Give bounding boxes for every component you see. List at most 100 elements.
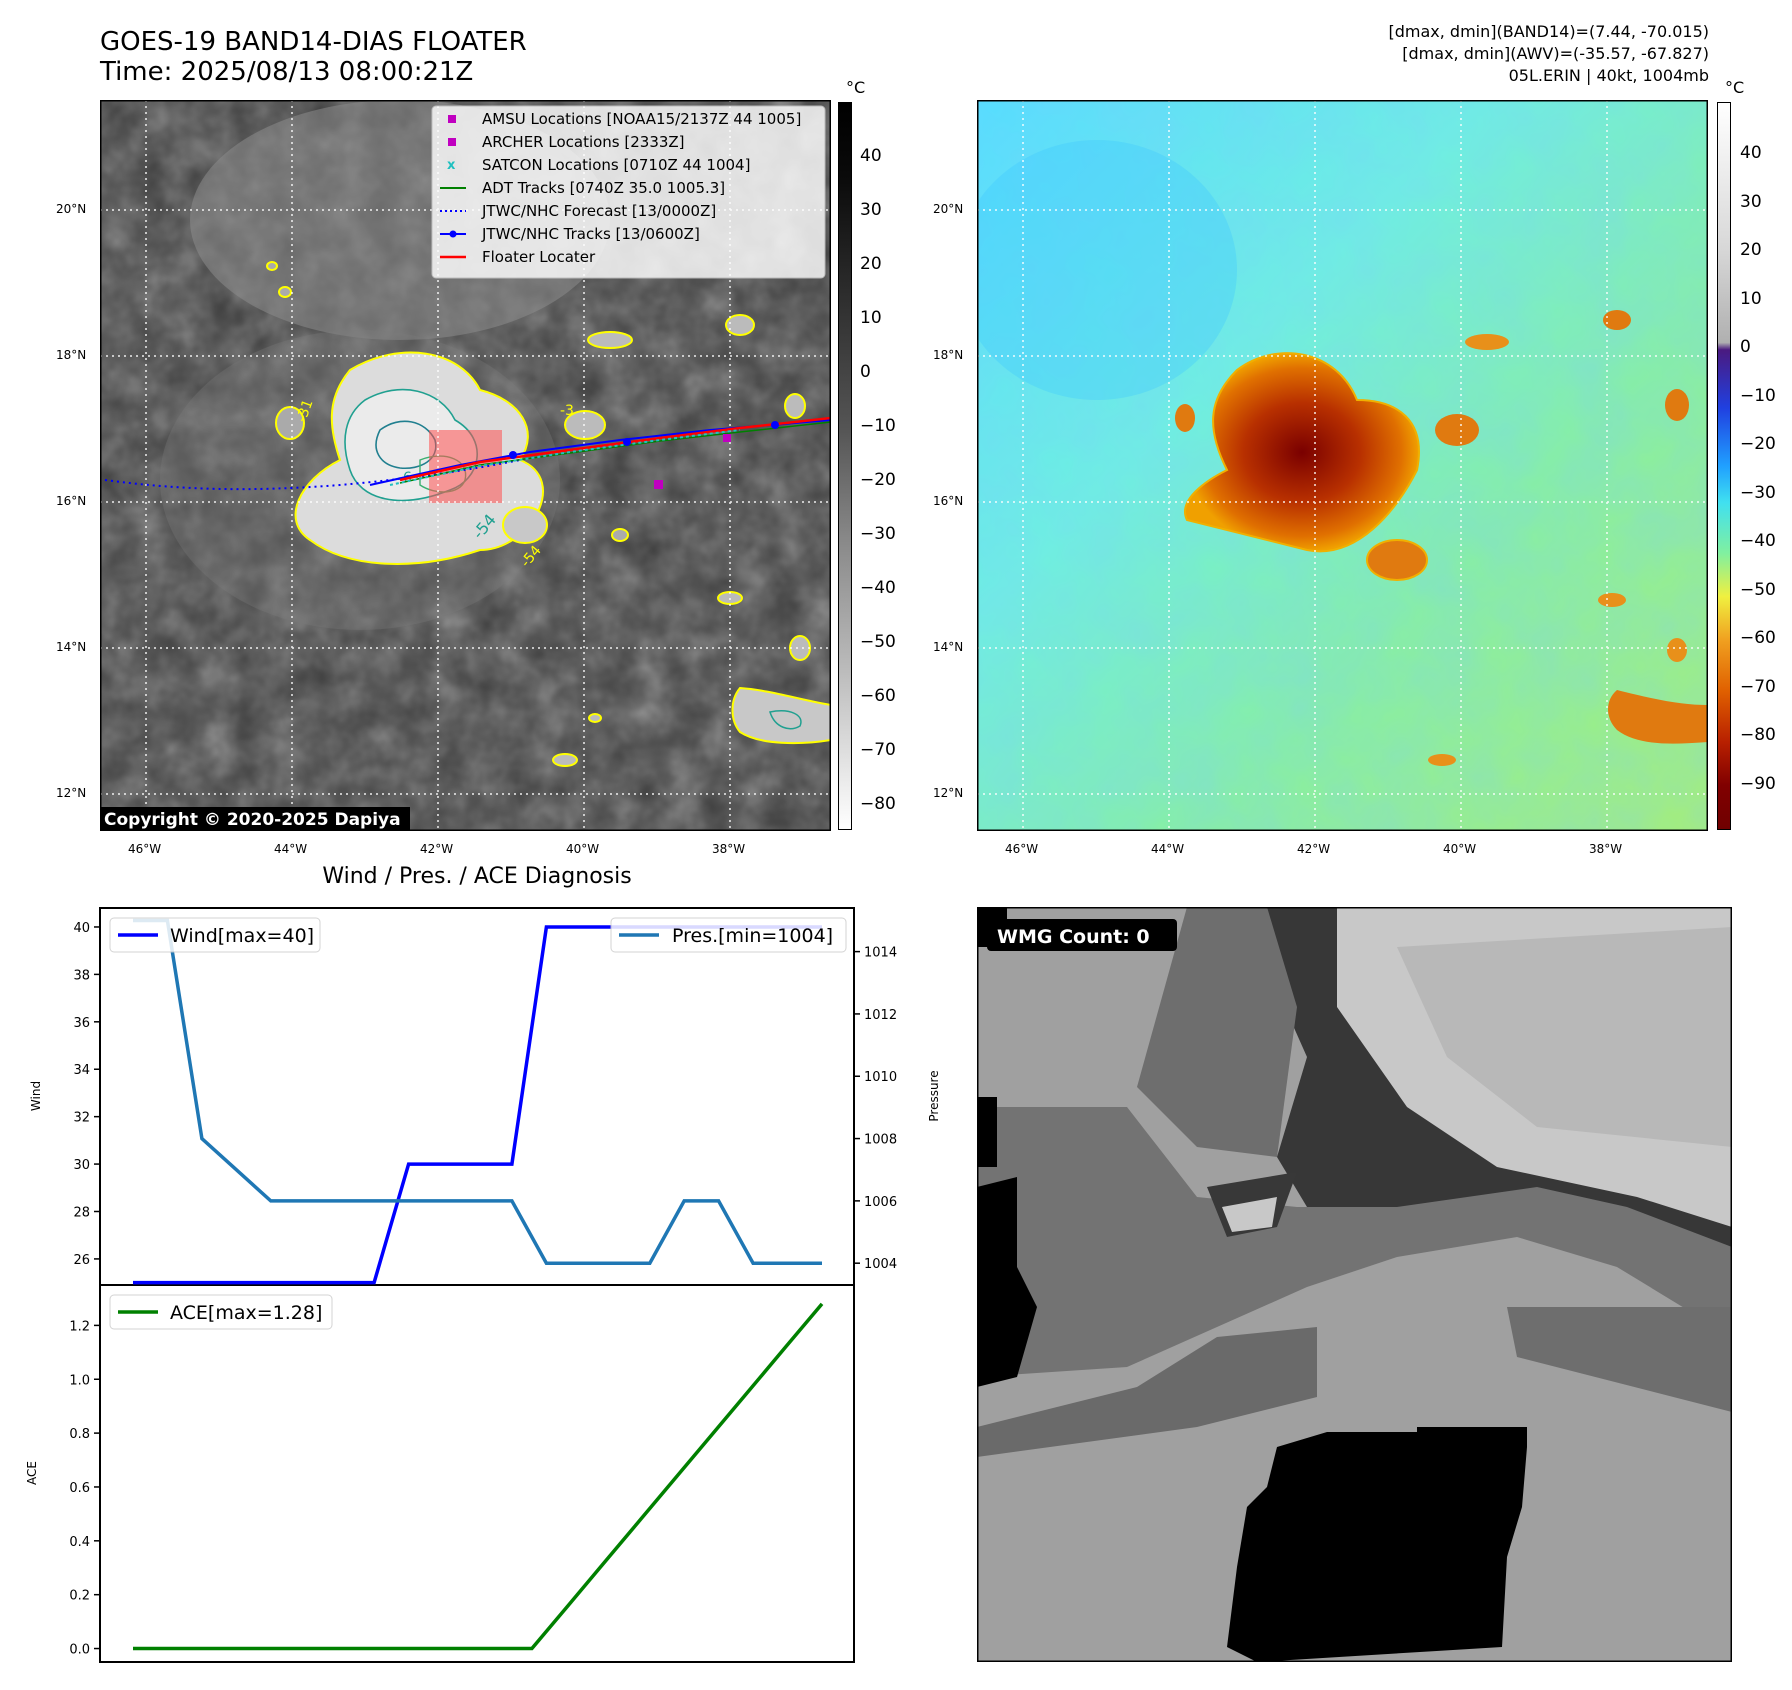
ir-cb-tick: 10 xyxy=(860,308,882,328)
wv-lat-label: 16°N xyxy=(933,494,964,508)
legend-pressure: Pres.[min=1004] xyxy=(672,925,833,947)
wv-lon-label: 38°W xyxy=(1589,842,1623,856)
legend-jtwc-tracks: JTWC/NHC Tracks [13/0600Z] xyxy=(481,225,700,243)
dmax-band14: [dmax, dmin](BAND14)=(7.44, -70.015) xyxy=(1388,22,1710,41)
diag-panel: 26 28 30 32 34 36 38 40 1004 1006 1008 1010 1012 101… xyxy=(0,900,960,1670)
wv-gridlines xyxy=(977,100,1708,831)
ir-lat-label: 20°N xyxy=(56,202,87,216)
pressure-legend: Pres.[min=1004] xyxy=(610,917,847,953)
wv-map xyxy=(977,100,1708,831)
wv-lat-label: 12°N xyxy=(933,786,964,800)
figure-time: Time: 2025/08/13 08:00:21Z xyxy=(100,57,474,87)
wv-cb-tick: −50 xyxy=(1740,580,1776,600)
copyright: Copyright © 2020-2025 Dapiya xyxy=(104,810,401,830)
svg-text:x: x xyxy=(447,158,456,173)
wv-cb-tick: −80 xyxy=(1740,725,1776,745)
ir-cb-tick: −20 xyxy=(860,470,896,490)
ir-colorbar-unit: °C xyxy=(846,78,866,97)
tick-label: 1004 xyxy=(864,1257,897,1272)
ace-ylabel: ACE xyxy=(25,1461,39,1485)
tick-label: 0.6 xyxy=(69,1481,90,1496)
tick-label: 0.8 xyxy=(69,1427,90,1442)
legend-ace: ACE[max=1.28] xyxy=(170,1302,322,1324)
wv-cb-tick: −20 xyxy=(1740,434,1776,454)
wv-cb-tick: 20 xyxy=(1740,240,1762,260)
legend-adt: ADT Tracks [0740Z 35.0 1005.3] xyxy=(482,179,725,197)
tick-label: 1014 xyxy=(864,946,897,961)
tick-label: 26 xyxy=(73,1253,90,1268)
legend-amsu: AMSU Locations [NOAA15/2137Z 44 1005] xyxy=(482,110,801,128)
storm-info: 05L.ERIN | 40kt, 1004mb xyxy=(1508,66,1709,85)
tick-label: 1.2 xyxy=(69,1319,90,1334)
wind-axes xyxy=(99,907,855,1286)
tick-label: 1012 xyxy=(864,1008,897,1023)
ir-cb-tick: −50 xyxy=(860,632,896,652)
wv-lon-label: 44°W xyxy=(1151,842,1185,856)
archer-marker xyxy=(723,434,731,442)
ir-lon-label: 46°W xyxy=(128,842,162,856)
legend-forecast: JTWC/NHC Forecast [13/0000Z] xyxy=(481,202,716,220)
floater-track xyxy=(399,416,831,482)
ir-cb-tick: 30 xyxy=(860,200,882,220)
wv-lon-label: 46°W xyxy=(1005,842,1039,856)
wv-cb-tick: −30 xyxy=(1740,483,1776,503)
figure-title: GOES-19 BAND14-DIAS FLOATER xyxy=(100,27,527,57)
ir-lon-label: 44°W xyxy=(274,842,308,856)
tick-label: 32 xyxy=(73,1111,90,1126)
ir-cb-tick: −10 xyxy=(860,416,896,436)
legend-archer: ARCHER Locations [2333Z] xyxy=(482,133,685,151)
wmg-count: WMG Count: 0 xyxy=(997,926,1150,948)
legend-satcon: SATCON Locations [0710Z 44 1004] xyxy=(482,156,750,174)
contour-label: -31 xyxy=(294,397,317,424)
ir-lat-label: 18°N xyxy=(56,348,87,362)
tick-label: 1008 xyxy=(864,1133,897,1148)
wv-colorbar-unit: °C xyxy=(1725,78,1745,97)
pressure-line xyxy=(133,918,822,1265)
legend-wind: Wind[max=40] xyxy=(170,925,314,947)
ace-legend: ACE[max=1.28] xyxy=(109,1294,333,1330)
dmax-awv: [dmax, dmin](AWV)=(-35.57, -67.827) xyxy=(1402,44,1709,63)
tick-label: 38 xyxy=(73,968,90,983)
ir-cb-tick: 0 xyxy=(860,362,871,382)
legend-floater: Floater Locater xyxy=(482,248,596,266)
forecast-track xyxy=(104,459,521,491)
wind-legend: Wind[max=40] xyxy=(109,917,321,953)
wind-ylabel: Wind xyxy=(29,1081,43,1111)
wv-cb-tick: −60 xyxy=(1740,628,1776,648)
wv-lat-label: 18°N xyxy=(933,348,964,362)
tick-label: 1010 xyxy=(864,1070,897,1085)
wv-cb-tick: −90 xyxy=(1740,774,1776,794)
pressure-ylabel: Pressure xyxy=(927,1070,941,1121)
ir-cb-tick: 40 xyxy=(860,146,882,166)
contour-label: -3 xyxy=(560,403,574,419)
tick-label: 36 xyxy=(73,1016,90,1031)
wv-lat-label: 20°N xyxy=(933,202,964,216)
wv-cb-tick: −40 xyxy=(1740,531,1776,551)
tick-label: 30 xyxy=(73,1158,90,1173)
ir-cb-tick: 20 xyxy=(860,254,882,274)
ir-cb-tick: −30 xyxy=(860,524,896,544)
wv-lat-label: 14°N xyxy=(933,640,964,654)
amsu-marker xyxy=(654,480,663,489)
tick-label: 1.0 xyxy=(69,1373,90,1388)
wv-cb-tick: −70 xyxy=(1740,677,1776,697)
ir-lon-label: 42°W xyxy=(420,842,454,856)
diag-title: Wind / Pres. / ACE Diagnosis xyxy=(322,864,632,889)
wmg-panel: WMG Count: 0 xyxy=(977,907,1732,1662)
wv-cb-tick: 10 xyxy=(1740,289,1762,309)
tick-label: 0.4 xyxy=(69,1535,90,1550)
ir-lat-label: 14°N xyxy=(56,640,87,654)
wv-lon-label: 40°W xyxy=(1443,842,1477,856)
wv-cb-tick: 30 xyxy=(1740,192,1762,212)
ace-axes xyxy=(99,1284,855,1663)
ace-line xyxy=(133,1302,824,1651)
ir-map: -31 -54 -54 -6 -3 x xyxy=(100,100,831,831)
tick-label: 0.2 xyxy=(69,1589,90,1604)
tick-label: 40 xyxy=(73,921,90,936)
wv-cb-tick: 40 xyxy=(1740,143,1762,163)
ir-lat-label: 12°N xyxy=(56,786,87,800)
ir-colorbar xyxy=(838,102,852,830)
ir-lon-label: 38°W xyxy=(712,842,746,856)
wv-cb-tick: 0 xyxy=(1740,337,1751,357)
tick-label: 28 xyxy=(73,1205,90,1220)
